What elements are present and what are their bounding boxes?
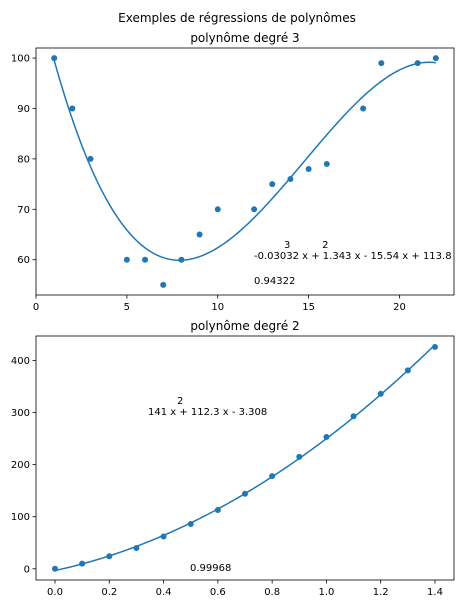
data-point bbox=[269, 473, 276, 480]
fit-curve bbox=[54, 344, 436, 572]
fit-curve bbox=[53, 60, 436, 261]
data-point bbox=[52, 565, 58, 572]
data-point bbox=[106, 553, 113, 560]
data-point bbox=[87, 155, 94, 162]
data-point bbox=[160, 281, 167, 288]
data-point bbox=[133, 544, 140, 551]
equation-exponents: 3 2 bbox=[284, 240, 329, 251]
x-tick-label: 15 bbox=[302, 302, 315, 313]
data-point bbox=[414, 60, 421, 67]
data-point bbox=[323, 160, 330, 167]
data-point bbox=[160, 533, 167, 540]
data-point bbox=[196, 231, 203, 238]
data-point bbox=[432, 55, 439, 62]
axis-ticks: 0 5 10 15 20 60 70 80 90 100 bbox=[11, 54, 406, 313]
y-tick-label: 90 bbox=[17, 104, 30, 115]
x-tick-label: 0.4 bbox=[156, 587, 172, 598]
x-tick-label: 1.4 bbox=[427, 587, 443, 598]
x-tick-label: 0.2 bbox=[101, 587, 117, 598]
data-point bbox=[378, 60, 385, 67]
equation-label: 141 x + 112.3 x - 3.308 bbox=[148, 407, 267, 418]
data-point bbox=[296, 453, 303, 460]
subplot-title: polynôme degré 2 bbox=[190, 319, 299, 333]
y-tick-label: 400 bbox=[11, 356, 30, 367]
axes-frame bbox=[35, 335, 455, 581]
subplot-degree-2: polynôme degré 2 0.0 0.2 0.4 0.6 0.8 1.0 1.2 1.… bbox=[11, 319, 455, 598]
chart-marks bbox=[51, 55, 439, 288]
data-point bbox=[69, 105, 76, 112]
data-point bbox=[187, 521, 194, 528]
x-tick-label: 1.0 bbox=[318, 587, 334, 598]
y-tick-label: 100 bbox=[11, 512, 30, 523]
data-point bbox=[178, 256, 185, 263]
x-tick-label: 5 bbox=[124, 302, 130, 313]
axes-frame bbox=[35, 47, 455, 296]
data-point bbox=[214, 206, 221, 213]
y-tick-label: 100 bbox=[11, 54, 30, 65]
data-point bbox=[323, 434, 330, 441]
data-point bbox=[360, 105, 367, 112]
y-tick-label: 300 bbox=[11, 408, 30, 419]
data-point bbox=[404, 367, 411, 374]
x-tick-label: 0.8 bbox=[264, 587, 280, 598]
figure-suptitle: Exemples de régressions de polynômes bbox=[118, 11, 356, 25]
data-point bbox=[269, 181, 276, 188]
r2-label: 0.99968 bbox=[190, 563, 231, 574]
y-tick-label: 0 bbox=[24, 564, 30, 575]
x-tick-label: 0.6 bbox=[210, 587, 226, 598]
data-point bbox=[432, 343, 438, 350]
x-tick-label: 1.2 bbox=[373, 587, 389, 598]
data-point bbox=[251, 206, 258, 213]
data-point bbox=[214, 506, 221, 513]
data-point bbox=[305, 165, 312, 172]
data-point bbox=[123, 256, 130, 263]
x-tick-label: 20 bbox=[393, 302, 406, 313]
equation-label: -0.03032 x + 1.343 x - 15.54 x + 113.8 bbox=[254, 251, 452, 262]
y-tick-label: 80 bbox=[17, 154, 30, 165]
y-tick-label: 60 bbox=[17, 255, 30, 266]
chart-marks bbox=[52, 343, 438, 572]
y-tick-label: 70 bbox=[17, 205, 30, 216]
data-point bbox=[287, 176, 294, 183]
r2-label: 0.94322 bbox=[254, 276, 295, 287]
x-tick-label: 0 bbox=[33, 302, 39, 313]
data-point bbox=[242, 490, 248, 497]
equation-exponents: 2 bbox=[177, 396, 183, 407]
y-tick-label: 200 bbox=[11, 460, 30, 471]
subplot-title: polynôme degré 3 bbox=[190, 31, 299, 45]
data-point bbox=[79, 560, 86, 567]
data-point bbox=[377, 390, 384, 397]
data-point bbox=[350, 413, 357, 420]
data-point bbox=[142, 256, 149, 263]
data-point bbox=[51, 55, 58, 62]
subplot-degree-3: polynôme degré 3 0 5 10 15 20 60 70 80 90 100 3 2… bbox=[11, 31, 455, 313]
axis-ticks: 0.0 0.2 0.4 0.6 0.8 1.0 1.2 1.4 0 100 200 300 400 bbox=[11, 356, 443, 598]
x-tick-label: 0.0 bbox=[47, 587, 63, 598]
x-tick-label: 10 bbox=[211, 302, 224, 313]
